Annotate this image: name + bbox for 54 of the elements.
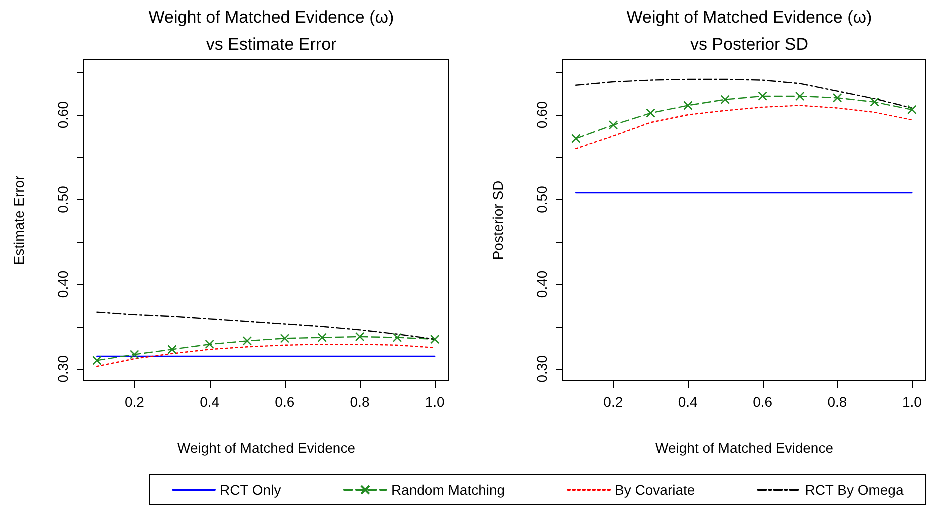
- x-axis-title: Weight of Matched Evidence: [178, 440, 356, 456]
- point: [130, 350, 140, 360]
- chart-title: Weight of Matched Evidence (ω): [626, 8, 872, 27]
- x-tick-label: 1.0: [902, 394, 922, 410]
- point: [280, 334, 290, 344]
- point: [646, 108, 656, 118]
- legend-label: Random Matching: [391, 482, 506, 498]
- x-tick-label: 0.2: [604, 394, 624, 410]
- point: [908, 105, 917, 115]
- x-tick-label: 0.4: [200, 394, 220, 410]
- x-axis-title: Weight of Matched Evidence: [656, 440, 834, 456]
- y-axis-title: Estimate Error: [11, 175, 27, 266]
- point: [870, 98, 880, 107]
- point: [205, 340, 214, 350]
- line-series: [96, 312, 436, 340]
- legend-label: By Covariate: [615, 482, 696, 498]
- point: [355, 332, 365, 342]
- chart-title: Weight of Matched Evidence (ω): [148, 8, 394, 27]
- point: [608, 120, 618, 130]
- point: [571, 134, 581, 144]
- point: [720, 95, 730, 104]
- chart-subtitle: vs Estimate Error: [206, 35, 338, 54]
- point: [318, 333, 328, 342]
- y-tick-label: 0.40: [55, 270, 71, 298]
- point: [795, 92, 805, 102]
- legend-label: RCT Only: [220, 482, 282, 498]
- point: [242, 336, 252, 346]
- y-axis-title: Posterior SD: [490, 180, 506, 260]
- point: [832, 93, 842, 103]
- x-tick-label: 0.4: [678, 394, 698, 410]
- point: [392, 333, 402, 342]
- x-tick-label: 0.2: [124, 394, 145, 410]
- point: [168, 345, 177, 354]
- x-tick-label: 0.8: [350, 394, 370, 410]
- line-series: [96, 344, 436, 368]
- y-tick-label: 0.60: [55, 101, 71, 129]
- x-tick-label: 1.0: [425, 394, 446, 410]
- x-tick-label: 0.8: [828, 394, 848, 410]
- y-tick-label: 0.50: [55, 186, 71, 214]
- x-tick-label: 0.6: [753, 394, 773, 410]
- y-tick-label: 0.30: [55, 355, 71, 383]
- line-series: [575, 105, 913, 150]
- point: [430, 334, 440, 344]
- point: [758, 92, 768, 102]
- y-tick-label: 0.40: [534, 270, 550, 298]
- y-tick-label: 0.50: [534, 186, 550, 214]
- legend-label: RCT By Omega: [805, 482, 904, 498]
- y-tick-label: 0.60: [534, 101, 550, 129]
- point: [683, 101, 693, 110]
- x-tick-label: 0.6: [275, 394, 295, 410]
- line-series: [575, 78, 913, 109]
- point: [92, 356, 102, 366]
- chart-subtitle: vs Posterior SD: [690, 35, 809, 54]
- y-tick-label: 0.30: [534, 355, 550, 383]
